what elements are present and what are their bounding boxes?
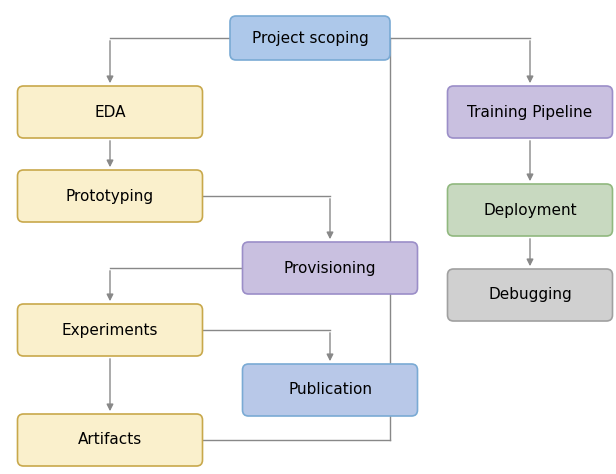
Text: Publication: Publication <box>288 383 372 398</box>
Text: Project scoping: Project scoping <box>251 30 368 46</box>
Text: EDA: EDA <box>94 104 126 119</box>
FancyBboxPatch shape <box>17 170 203 222</box>
Text: Deployment: Deployment <box>483 202 577 218</box>
FancyBboxPatch shape <box>17 414 203 466</box>
FancyBboxPatch shape <box>230 16 390 60</box>
FancyBboxPatch shape <box>447 184 612 236</box>
FancyBboxPatch shape <box>447 86 612 138</box>
Text: Prototyping: Prototyping <box>66 189 154 203</box>
Text: Training Pipeline: Training Pipeline <box>468 104 593 119</box>
FancyBboxPatch shape <box>447 269 612 321</box>
Text: Provisioning: Provisioning <box>284 261 376 275</box>
FancyBboxPatch shape <box>243 242 418 294</box>
Text: Artifacts: Artifacts <box>78 432 142 447</box>
FancyBboxPatch shape <box>243 364 418 416</box>
Text: Experiments: Experiments <box>62 322 158 337</box>
FancyBboxPatch shape <box>17 304 203 356</box>
FancyBboxPatch shape <box>17 86 203 138</box>
Text: Debugging: Debugging <box>488 288 572 302</box>
